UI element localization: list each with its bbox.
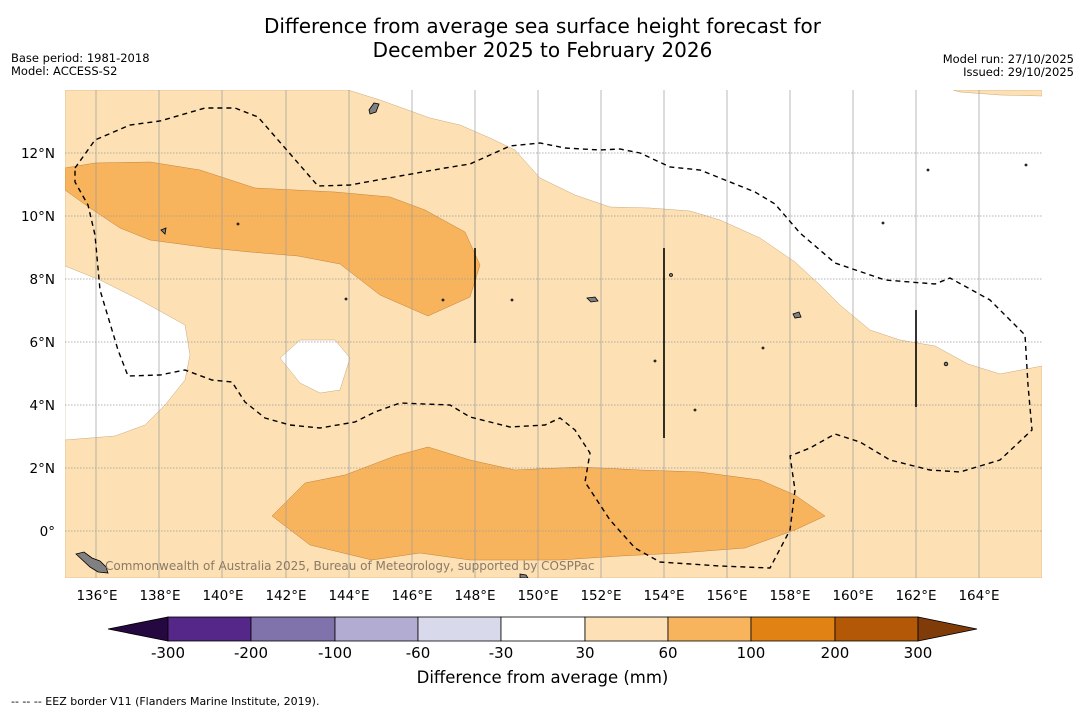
lon-label: 154°E — [643, 588, 684, 604]
colorbar-segment — [834, 616, 919, 642]
colorbar-extend-high — [917, 616, 978, 642]
colorbar-segment — [750, 616, 836, 642]
neutral-region-top-right — [952, 90, 1042, 97]
base-period-text: Base period: 1981-2018 — [11, 51, 150, 65]
colorbar-tick-label: 30 — [575, 644, 594, 662]
issued-text: Issued: 29/10/2025 — [963, 65, 1074, 79]
lat-label: 0° — [40, 524, 55, 540]
map-panel — [65, 90, 1042, 578]
lon-label: 160°E — [832, 588, 873, 604]
meta-left: Base period: 1981-2018 Model: ACCESS-S2 — [11, 52, 150, 78]
colorbar-tick-label: -200 — [234, 644, 268, 662]
title-line-2: December 2025 to February 2026 — [372, 38, 713, 62]
colorbar-segment — [250, 616, 336, 642]
colorbar-segment — [167, 616, 252, 642]
lat-label: 12°N — [21, 146, 55, 162]
lat-label: 10°N — [21, 209, 55, 225]
lon-label: 136°E — [76, 588, 117, 604]
colorbar — [107, 616, 978, 642]
lon-label: 156°E — [706, 588, 747, 604]
boundary-lines — [474, 248, 917, 438]
map-title: Difference from average sea surface heig… — [0, 14, 1085, 62]
colorbar-tick-label: 60 — [658, 644, 677, 662]
colorbar-segment — [334, 616, 419, 642]
colorbar-segment — [584, 616, 669, 642]
lat-label: 2°N — [30, 461, 55, 477]
colorbar-tick-label: -30 — [489, 644, 514, 662]
model-text: Model: ACCESS-S2 — [11, 64, 118, 78]
colorbar-tick-label: 100 — [737, 644, 766, 662]
meta-right: Model run: 27/10/2025 Issued: 29/10/2025 — [943, 53, 1074, 79]
colorbar-tick-label: -100 — [318, 644, 352, 662]
lon-label: 144°E — [328, 588, 369, 604]
lon-label: 148°E — [454, 588, 495, 604]
island-palau — [160, 227, 167, 235]
colorbar-segment — [417, 616, 502, 642]
island-pohnpei — [792, 311, 802, 319]
lon-label: 146°E — [391, 588, 432, 604]
lon-label: 158°E — [769, 588, 810, 604]
island-chuuk — [586, 296, 599, 303]
graticule — [65, 90, 1042, 578]
anomaly-region-60-100-north — [65, 161, 481, 317]
footnote-eez: -- -- -- EEZ border V11 (Flanders Marine… — [11, 695, 320, 708]
lon-label: 140°E — [202, 588, 243, 604]
model-run-text: Model run: 27/10/2025 — [942, 52, 1074, 66]
colorbar-segment — [667, 616, 752, 642]
copyright-text: Commonwealth of Australia 2025, Bureau o… — [105, 559, 595, 573]
lon-label: 138°E — [139, 588, 180, 604]
lon-label: 142°E — [265, 588, 306, 604]
neutral-region-island — [279, 339, 351, 394]
colorbar-tick-label: -60 — [406, 644, 431, 662]
colorbar-title: Difference from average (mm) — [416, 668, 669, 687]
lon-label: 162°E — [895, 588, 936, 604]
lon-label: 152°E — [580, 588, 621, 604]
island-guam — [368, 102, 380, 115]
lat-label: 4°N — [30, 398, 55, 414]
lat-label: 8°N — [30, 272, 55, 288]
colorbar-segment — [500, 616, 586, 642]
colorbar-ticks: -300 -200 -100 -60 -30 30 60 100 200 300 — [151, 644, 932, 662]
colorbar-extend-low — [107, 616, 169, 642]
title-line-1: Difference from average sea surface heig… — [263, 14, 822, 38]
colorbar-tick-label: 300 — [904, 644, 933, 662]
island-new-guinea-coast — [75, 551, 109, 574]
lon-axis: 136°E 138°E 140°E 142°E 144°E 146°E 148°… — [76, 588, 999, 604]
lon-label: 164°E — [958, 588, 999, 604]
colorbar-tick-label: 200 — [821, 644, 850, 662]
lat-label: 6°N — [30, 335, 55, 351]
island-manus — [519, 573, 529, 578]
lat-axis: 12°N 10°N 8°N 6°N 4°N 2°N 0° — [21, 146, 55, 540]
lon-label: 150°E — [517, 588, 558, 604]
colorbar-tick-label: -300 — [151, 644, 185, 662]
islands — [75, 102, 1028, 578]
